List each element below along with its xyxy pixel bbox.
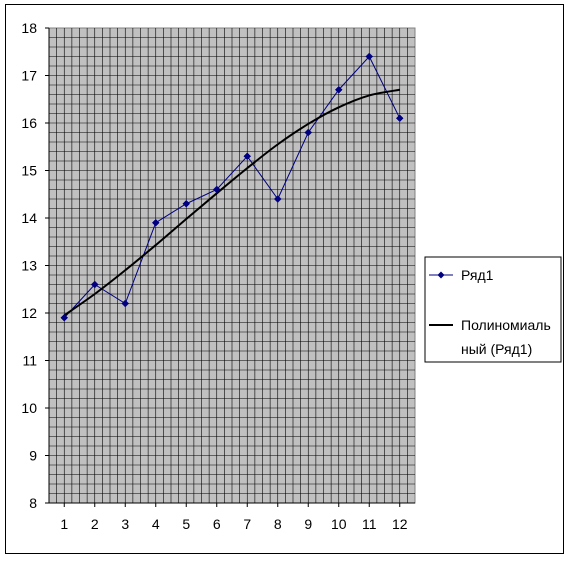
x-tick-label: 11 <box>362 516 377 532</box>
y-tick-label: 14 <box>21 210 37 226</box>
x-tick-label: 7 <box>243 516 251 532</box>
data-point-ryad1 <box>395 114 404 123</box>
y-tick-label: 8 <box>29 495 37 511</box>
x-tick-label: 3 <box>121 516 129 532</box>
x-tick-label: 9 <box>304 516 312 532</box>
data-point-ryad1 <box>304 128 313 137</box>
y-tick-label: 10 <box>21 400 37 416</box>
x-tick-label: 1 <box>60 516 68 532</box>
x-tick-label: 8 <box>274 516 282 532</box>
trendline-polynomial <box>63 88 400 317</box>
legend: Ряд1 Полиномиаль ный (Ряд1) <box>424 256 562 363</box>
x-tick-label: 12 <box>392 516 408 532</box>
y-tick-label: 16 <box>21 115 37 131</box>
data-point-ryad1 <box>334 85 343 94</box>
y-tick-label: 15 <box>21 163 37 179</box>
x-tick-label: 6 <box>213 516 221 532</box>
series-line-ryad1 <box>63 55 401 319</box>
series-layer <box>60 52 404 322</box>
data-point-ryad1 <box>60 313 69 322</box>
data-point-ryad1 <box>182 199 191 208</box>
legend-marker-series-1 <box>437 271 445 279</box>
x-tick-label: 4 <box>152 516 160 532</box>
y-tick-label: 11 <box>22 353 37 369</box>
y-tick-label: 13 <box>21 258 37 274</box>
data-point-ryad1 <box>212 185 221 194</box>
y-tick-label: 18 <box>21 20 37 36</box>
data-point-ryad1 <box>365 52 374 61</box>
y-tick-label: 12 <box>21 305 37 321</box>
x-tick-label: 5 <box>182 516 190 532</box>
x-tick-label: 10 <box>331 516 347 532</box>
legend-label-series-1: Ряд1 <box>461 267 494 283</box>
data-point-ryad1 <box>151 218 160 227</box>
legend-label-trendline-line-1: Полиномиаль <box>461 317 551 333</box>
grid-lines <box>49 28 415 503</box>
data-point-ryad1 <box>243 152 252 161</box>
data-point-ryad1 <box>90 280 99 289</box>
legend-label-trendline-line-2: ный (Ряд1) <box>461 341 532 357</box>
data-point-ryad1 <box>273 195 282 203</box>
y-tick-label: 17 <box>21 68 37 84</box>
y-tick-label: 9 <box>29 448 37 464</box>
x-tick-label: 2 <box>91 516 99 532</box>
data-point-ryad1 <box>121 299 130 308</box>
